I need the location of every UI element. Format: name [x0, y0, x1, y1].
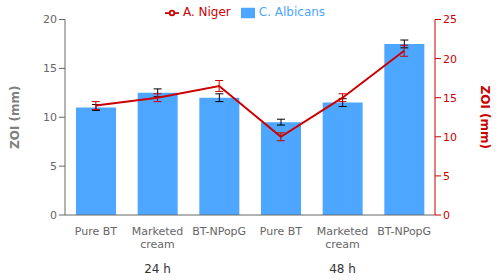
svg-text:ZOI (mm): ZOI (mm)	[478, 85, 492, 149]
svg-text:BT-NPopG: BT-NPopG	[377, 225, 431, 238]
svg-text:20: 20	[43, 13, 57, 26]
svg-text:0: 0	[443, 209, 450, 222]
svg-text:10: 10	[443, 131, 457, 144]
svg-text:24 h: 24 h	[144, 262, 171, 276]
svg-text:25: 25	[443, 13, 457, 26]
svg-text:15: 15	[43, 62, 57, 75]
svg-text:Marketedcream: Marketedcream	[317, 225, 369, 251]
html-text:C. Albicans: C. Albicans	[258, 5, 326, 19]
svg-text:Pure BT: Pure BT	[260, 225, 303, 238]
svg-text:5: 5	[443, 170, 450, 183]
svg-text:Pure BT: Pure BT	[75, 225, 118, 238]
svg-text:10: 10	[43, 111, 57, 124]
svg-text:0: 0	[50, 209, 57, 222]
svg-text:20: 20	[443, 53, 457, 66]
html-text:A. Niger: A. Niger	[182, 5, 231, 19]
svg-text:Marketedcream: Marketedcream	[132, 225, 184, 251]
svg-text:ZOI (mm): ZOI (mm)	[8, 85, 22, 149]
svg-text:5: 5	[50, 160, 57, 173]
svg-text:BT-NPopG: BT-NPopG	[192, 225, 246, 238]
svg-text:15: 15	[443, 92, 457, 105]
svg-text:48 h: 48 h	[329, 262, 356, 276]
